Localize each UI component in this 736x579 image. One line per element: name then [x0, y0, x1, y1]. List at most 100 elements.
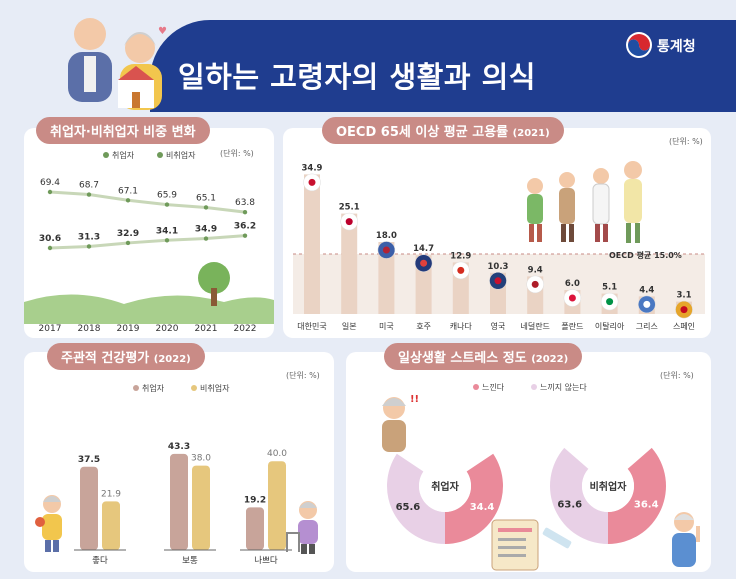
- data-label: 31.3: [78, 232, 100, 242]
- data-label: 40.0: [267, 449, 287, 459]
- data-label: 63.8: [235, 198, 255, 208]
- x-tick-label: 2018: [78, 324, 101, 334]
- x-tick-label: 캐나다: [450, 322, 473, 331]
- donut-slice: [608, 447, 666, 544]
- x-tick-label: 2021: [195, 324, 218, 334]
- line-chart: 취업자 비취업자 69.4 68.7 67.1 65.9 65.1 63.8 30.6 31.…: [24, 151, 274, 334]
- x-tick-label: 이탈리아: [595, 321, 625, 331]
- legend-employed: 취업자: [142, 384, 165, 393]
- bar: [102, 501, 120, 550]
- legend-nonemployed: 비취업자: [166, 151, 196, 160]
- x-tick-label: 2020: [156, 324, 179, 334]
- hill-decoration: [24, 294, 274, 324]
- bar: [304, 174, 320, 314]
- bar: [246, 507, 264, 550]
- data-label: 21.9: [101, 489, 121, 499]
- data-point: [203, 205, 209, 210]
- data-label: 37.5: [78, 455, 100, 465]
- taegeuk-icon: [626, 32, 652, 58]
- data-label: 10.3: [488, 262, 509, 272]
- x-tick-label: 2019: [117, 324, 140, 334]
- x-tick-label: 대한민국: [297, 321, 326, 331]
- unit-label: (단위: %): [660, 371, 694, 380]
- flag-emblem: [345, 218, 353, 226]
- data-point: [164, 238, 170, 243]
- flag-emblem: [606, 298, 614, 306]
- data-label: 68.7: [79, 181, 99, 191]
- flag-emblem: [680, 306, 688, 314]
- unit-label: (단위: %): [669, 137, 703, 146]
- syringe-illustration: [542, 527, 572, 549]
- stressed-woman-illustration: !!: [382, 394, 419, 452]
- legend-dot-employed: [103, 152, 109, 158]
- data-label: 5.1: [602, 283, 617, 293]
- legend-dot-not-feel: [531, 384, 537, 390]
- x-tick-label: 호주: [416, 322, 431, 331]
- data-label: 65.1: [196, 193, 216, 203]
- oecd-average-label: OECD 평균 15.0%: [609, 251, 682, 260]
- header: ♥ 일하는 고령자의 생활과 의식 통계청: [0, 0, 736, 112]
- svg-text:♥: ♥: [158, 26, 167, 37]
- tree-decoration: [198, 262, 230, 294]
- legend-dot-employed: [133, 385, 139, 391]
- agency-name: 통계청: [657, 39, 696, 55]
- data-point: [242, 209, 248, 215]
- legend-dot-feel: [473, 384, 479, 390]
- data-label: 69.4: [40, 178, 60, 188]
- donut-center-label: 비취업자: [590, 480, 628, 493]
- donut-center-label: 취업자: [431, 480, 459, 493]
- flag-emblem: [531, 280, 539, 288]
- donut-slice: [550, 447, 608, 544]
- svg-text:!!: !!: [410, 394, 419, 405]
- x-tick-label: 폴란드: [561, 321, 583, 331]
- data-label: 67.1: [118, 186, 138, 196]
- bar: [341, 213, 358, 314]
- x-tick-label: 보통: [182, 556, 198, 566]
- legend-nonemployed: 비취업자: [200, 384, 230, 393]
- data-label: 34.9: [302, 163, 323, 173]
- data-label: 38.0: [191, 454, 211, 464]
- data-point: [164, 202, 170, 207]
- agency-logo: 통계청: [625, 30, 733, 60]
- flag-emblem: [568, 294, 576, 302]
- data-label: 65.9: [157, 191, 177, 201]
- elderly-with-walker-illustration: [286, 501, 318, 554]
- x-tick-label: 네덜란드: [520, 321, 549, 331]
- bar: [192, 465, 210, 550]
- panel-oecd-rate: (단위: %) 34.9 대한민국 25.1 일본 18.0 미국 14.7 호주 12.9 캐나…: [283, 128, 711, 338]
- legend-feel: 느낀다: [482, 382, 505, 392]
- legend-dot-nonemployed: [191, 385, 197, 391]
- x-tick-label: 좋다: [92, 556, 108, 566]
- bar: [170, 453, 188, 550]
- unit-label: (단위: %): [220, 149, 254, 158]
- panel2-title: OECD 65세 이상 평균 고용률 (2021): [322, 117, 564, 144]
- bar: [378, 242, 395, 314]
- data-label: 32.9: [117, 229, 139, 239]
- panel4-title: 일상생활 스트레스 정도 (2022): [384, 343, 583, 370]
- flag-emblem: [308, 178, 316, 186]
- data-label: 34.4: [470, 502, 495, 513]
- bar-chart: 34.9 대한민국 25.1 일본 18.0 미국 14.7 호주 12.9 캐나다 10.3 영국 9…: [293, 161, 705, 331]
- data-point: [47, 245, 53, 251]
- data-label: 12.9: [450, 251, 471, 261]
- data-point: [203, 236, 209, 241]
- x-tick-label: 2022: [234, 324, 257, 334]
- unit-label: (단위: %): [286, 371, 320, 380]
- elderly-couple-illustration: ♥: [68, 18, 167, 110]
- series-line-nonemployed: [48, 190, 247, 214]
- data-label: 4.4: [639, 285, 654, 295]
- data-label: 63.6: [557, 499, 582, 510]
- data-label: 36.2: [234, 222, 256, 232]
- flag-emblem: [457, 266, 465, 274]
- x-tick-label: 영국: [491, 321, 506, 331]
- data-label: 6.0: [565, 279, 580, 289]
- data-point: [125, 198, 131, 203]
- data-label: 25.1: [339, 203, 360, 213]
- x-tick-label: 스페인: [673, 321, 695, 331]
- data-label: 30.6: [39, 234, 61, 244]
- x-tick-label: 2017: [39, 324, 62, 334]
- donut-hole: [582, 460, 634, 512]
- clipboard-checklist-illustration: [491, 519, 539, 571]
- bar: [80, 466, 98, 550]
- page-title: 일하는 고령자의 생활과 의식: [178, 60, 536, 94]
